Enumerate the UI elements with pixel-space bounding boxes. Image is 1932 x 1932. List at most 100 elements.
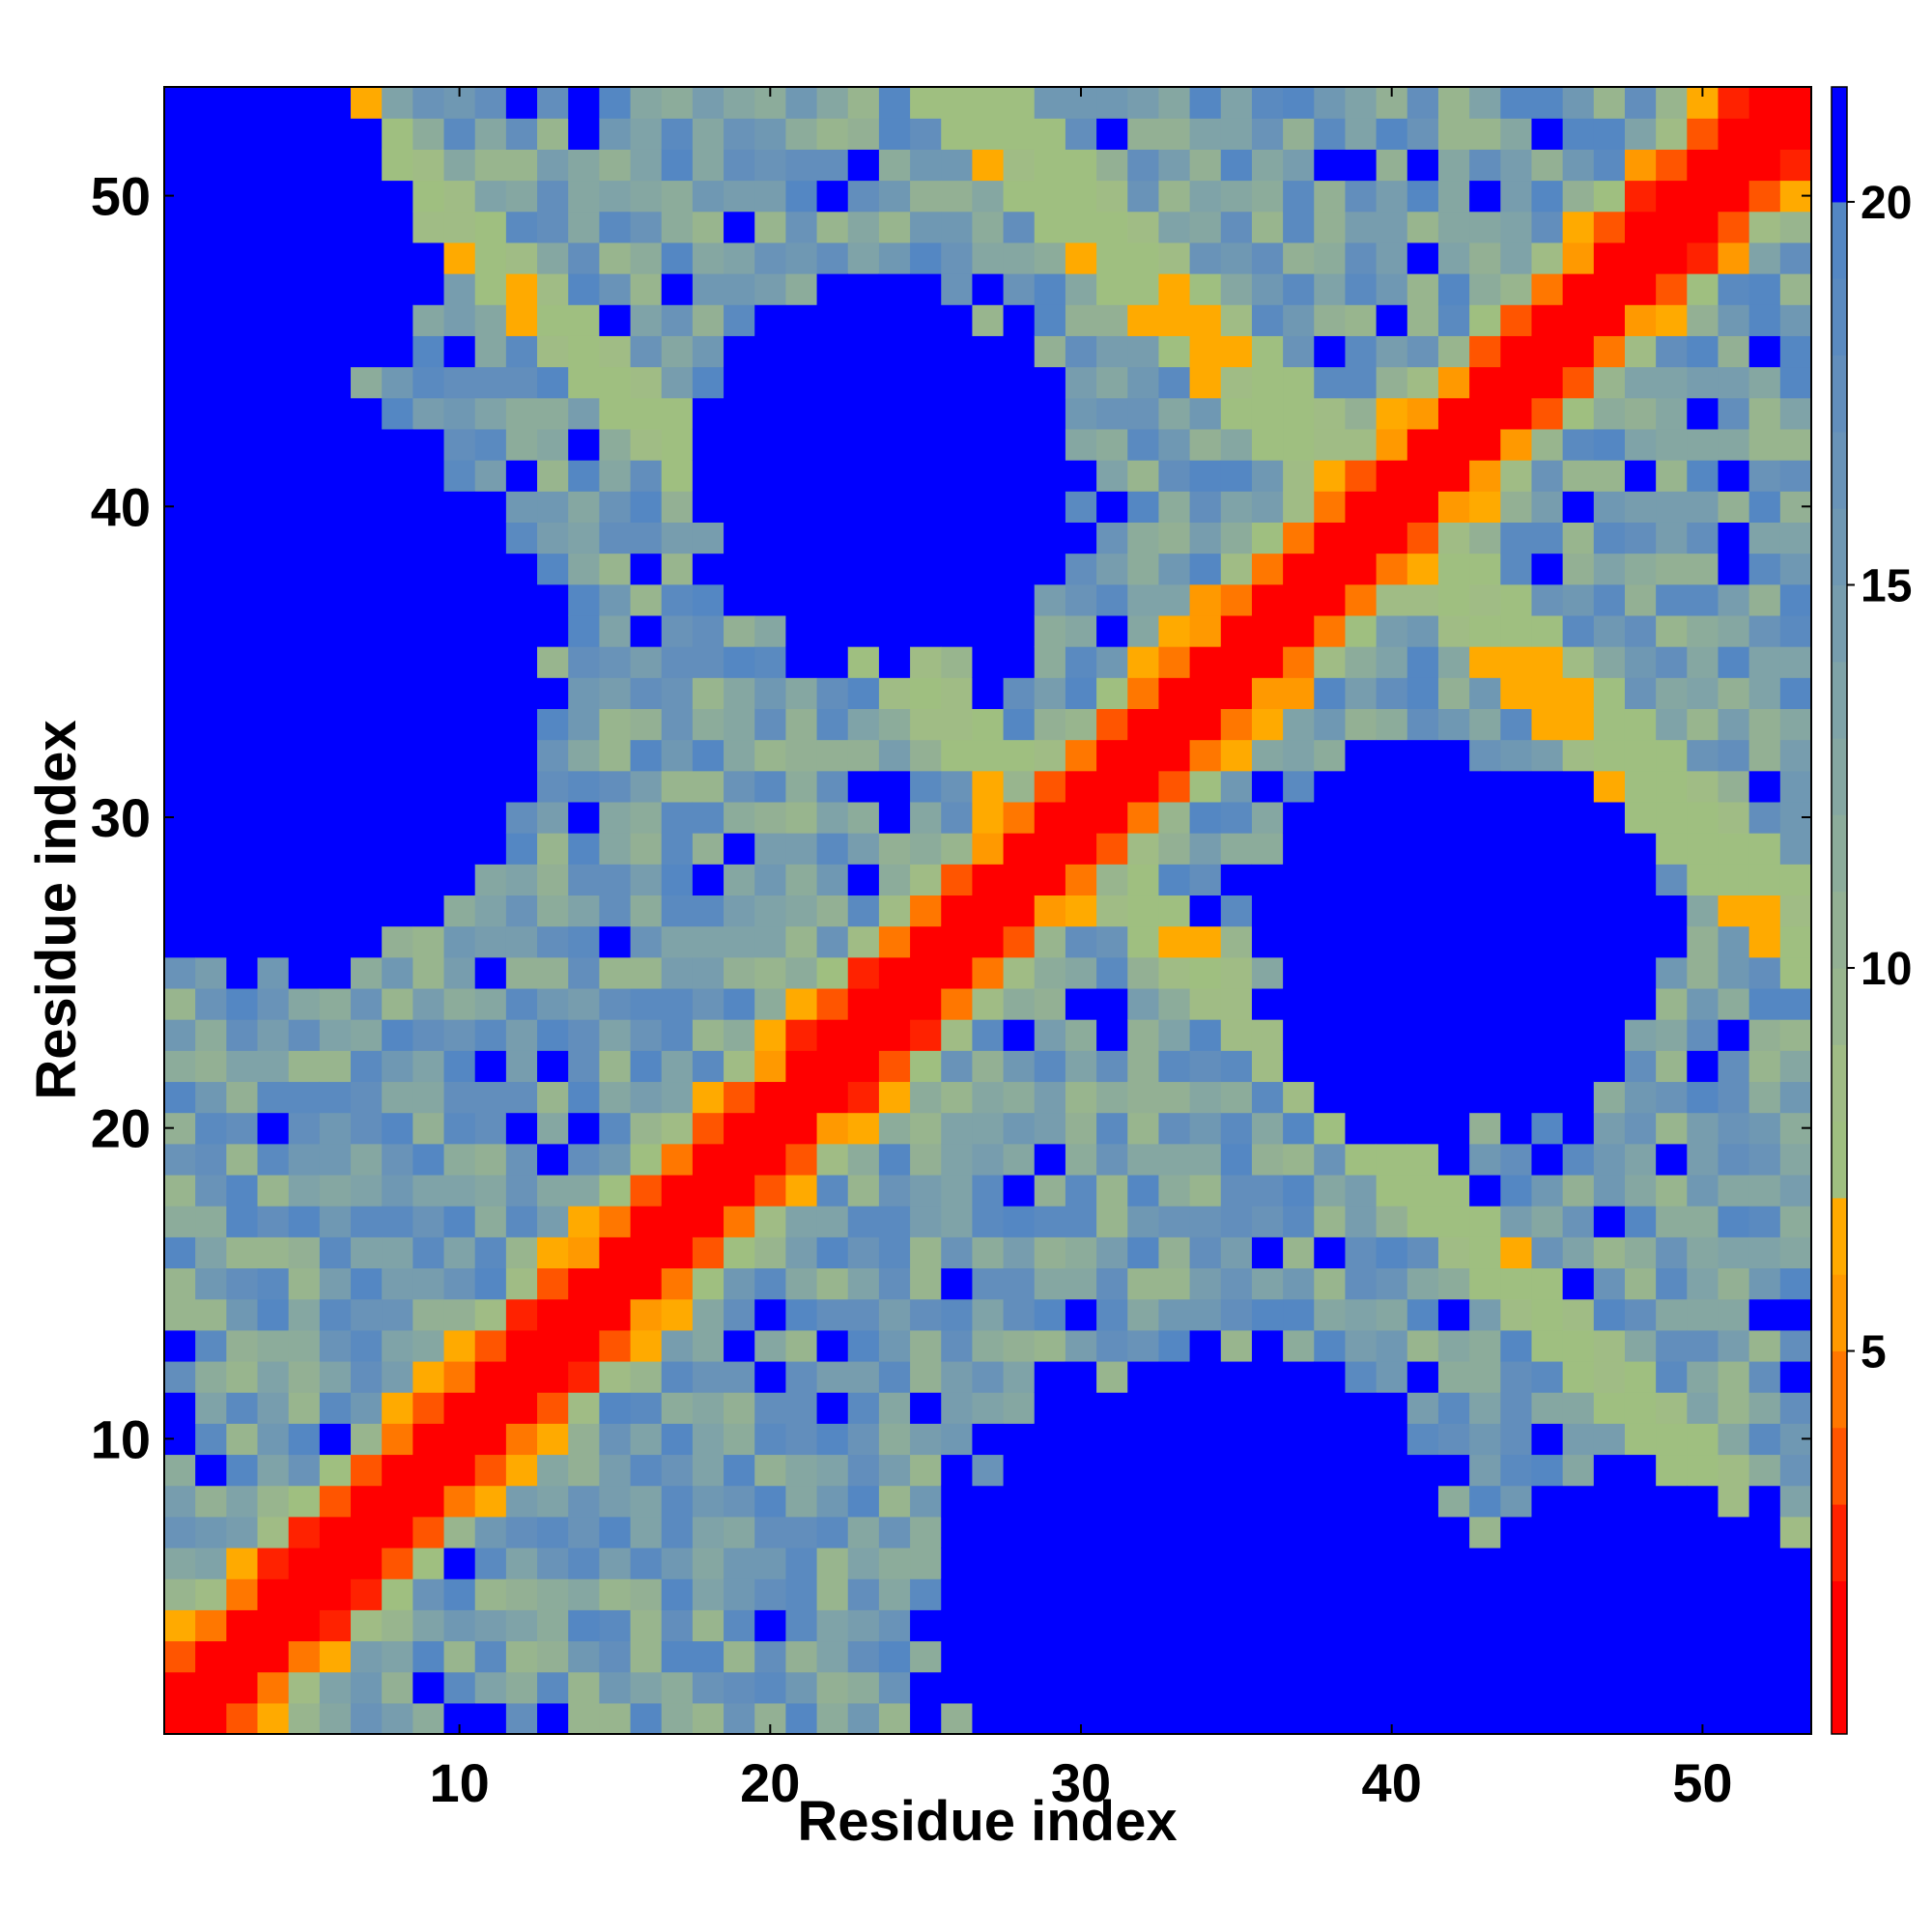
heatmap-cell: [568, 770, 600, 803]
heatmap-cell: [1687, 242, 1719, 274]
heatmap-cell: [878, 273, 911, 305]
heatmap-cell: [257, 646, 290, 678]
heatmap-cell: [847, 273, 880, 305]
heatmap-cell: [1593, 895, 1626, 927]
heatmap-cell: [537, 1516, 569, 1548]
heatmap-cell: [1283, 1143, 1315, 1176]
heatmap-cell: [1531, 1081, 1564, 1114]
heatmap-cell: [847, 1267, 880, 1300]
heatmap-cell: [1718, 242, 1750, 274]
heatmap-cell: [505, 1143, 538, 1176]
heatmap-cell: [1127, 1423, 1160, 1456]
heatmap-cell: [661, 1236, 694, 1269]
heatmap-cell: [1500, 1547, 1533, 1579]
heatmap-cell: [941, 491, 974, 523]
heatmap-cell: [1593, 1609, 1626, 1642]
heatmap-cell: [537, 522, 569, 554]
heatmap-cell: [1127, 428, 1160, 461]
heatmap-cell: [972, 739, 1005, 772]
heatmap-cell: [599, 460, 632, 492]
heatmap-cell: [1345, 614, 1378, 647]
heatmap-cell: [1376, 1578, 1408, 1610]
heatmap-cell: [1656, 739, 1688, 772]
heatmap-cell: [1656, 801, 1688, 834]
heatmap-cell: [1376, 491, 1408, 523]
heatmap-cell: [164, 1516, 196, 1548]
heatmap-cell: [1345, 87, 1378, 119]
heatmap-cell: [382, 366, 413, 399]
heatmap-cell: [1376, 118, 1408, 150]
heatmap-cell: [1127, 1547, 1160, 1579]
heatmap-cell: [692, 925, 724, 958]
heatmap-cell: [1158, 366, 1191, 399]
heatmap-cell: [1127, 1236, 1160, 1269]
heatmap-cell: [1748, 491, 1781, 523]
heatmap-cell: [1779, 1298, 1812, 1331]
heatmap-cell: [1376, 397, 1408, 430]
heatmap-cell: [195, 397, 227, 430]
heatmap-cell: [847, 1578, 880, 1610]
heatmap-cell: [288, 242, 321, 274]
heatmap-cell: [1437, 1267, 1470, 1300]
heatmap-cell: [941, 1702, 974, 1735]
heatmap-cell: [505, 366, 538, 399]
heatmap-cell: [599, 895, 632, 927]
heatmap-cell: [910, 1423, 942, 1456]
heatmap-cell: [1656, 1174, 1688, 1207]
heatmap-cell: [1251, 1640, 1284, 1673]
heatmap-cell: [443, 925, 476, 958]
heatmap-cell: [1345, 987, 1378, 1020]
heatmap-cell: [1687, 428, 1719, 461]
heatmap-cell: [910, 614, 942, 647]
heatmap-cell: [443, 1143, 476, 1176]
heatmap-cell: [1220, 87, 1253, 119]
heatmap-cell: [1469, 770, 1501, 803]
heatmap-cell: [288, 1019, 321, 1051]
heatmap-cell: [226, 1174, 259, 1207]
heatmap-cell: [1469, 708, 1501, 741]
heatmap-cell: [1593, 956, 1626, 989]
heatmap-cell: [1283, 1112, 1315, 1145]
heatmap-cell: [1220, 1671, 1253, 1704]
heatmap-cell: [1656, 646, 1688, 678]
heatmap-cell: [1500, 614, 1533, 647]
heatmap-cell: [1376, 1485, 1408, 1518]
heatmap-cell: [1437, 614, 1470, 647]
heatmap-cell: [1406, 739, 1439, 772]
heatmap-cell: [1656, 864, 1688, 896]
heatmap-cell: [1065, 1112, 1097, 1145]
heatmap-cell: [537, 366, 569, 399]
heatmap-cell: [195, 1423, 227, 1456]
heatmap-cell: [599, 242, 632, 274]
heatmap-cell: [1376, 1640, 1408, 1673]
heatmap-cell: [164, 304, 196, 336]
heatmap-cell: [941, 1236, 974, 1269]
heatmap-cell: [443, 770, 476, 803]
heatmap-cell: [1220, 1329, 1253, 1362]
heatmap-cell: [1003, 1298, 1036, 1331]
heatmap-cell: [226, 614, 259, 647]
colorbar-bin: [1832, 1580, 1847, 1735]
heatmap-cell: [754, 677, 786, 709]
heatmap-cell: [382, 1174, 413, 1207]
heatmap-cell: [816, 739, 849, 772]
heatmap-cell: [1406, 1081, 1439, 1114]
heatmap-cell: [1003, 1485, 1036, 1518]
heatmap-cell: [1003, 428, 1036, 461]
heatmap-cell: [692, 801, 724, 834]
heatmap-cell: [1003, 1609, 1036, 1642]
heatmap-cell: [505, 739, 538, 772]
heatmap-cell: [1469, 491, 1501, 523]
heatmap-cell: [537, 864, 569, 896]
heatmap-cell: [443, 428, 476, 461]
heatmap-cell: [1251, 1360, 1284, 1393]
heatmap-cell: [1748, 397, 1781, 430]
heatmap-cell: [816, 646, 849, 678]
heatmap-cell: [1345, 397, 1378, 430]
heatmap-cell: [692, 335, 724, 368]
heatmap-cell: [754, 770, 786, 803]
heatmap-cell: [1562, 1671, 1595, 1704]
heatmap-cell: [1220, 553, 1253, 585]
heatmap-cell: [1314, 1236, 1347, 1269]
heatmap-cell: [474, 895, 507, 927]
